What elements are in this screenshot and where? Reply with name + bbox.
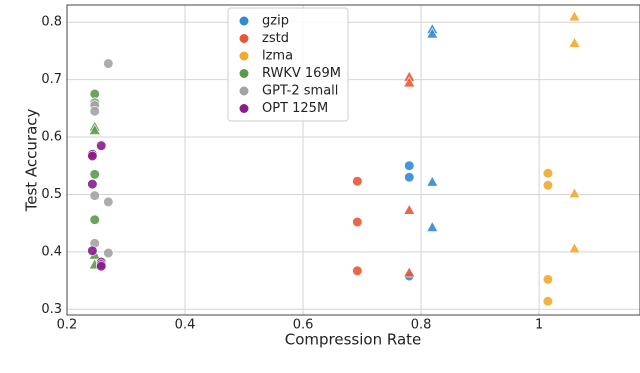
x-tick-label: 0.4	[175, 318, 196, 333]
y-tick-label: 0.5	[41, 187, 62, 202]
legend-swatch	[238, 33, 250, 44]
circle-point	[96, 261, 107, 272]
legend-swatch	[238, 50, 250, 62]
circle-point	[89, 169, 100, 180]
circle-point	[542, 168, 554, 179]
y-tick-label: 0.8	[41, 15, 62, 30]
triangle-point	[568, 10, 581, 22]
y-tick-label: 0.3	[41, 302, 62, 317]
triangle-point	[403, 266, 416, 278]
triangle-point	[568, 187, 581, 198]
circle-point	[352, 216, 363, 228]
x-tick-label: 0.6	[293, 318, 314, 333]
plot-frame	[66, 4, 640, 316]
legend-label: gzip	[262, 14, 289, 29]
triangle-point	[568, 242, 581, 254]
legend-swatch	[238, 68, 250, 79]
legend-label: RWKV 169M	[262, 66, 341, 81]
legend-box	[227, 7, 349, 122]
circle-point	[103, 196, 114, 208]
triangle-point	[403, 203, 416, 215]
circle-point	[404, 160, 415, 171]
circle-point	[103, 58, 114, 69]
x-tick-label: 0.8	[411, 318, 432, 333]
y-axis-label: Test Accuracy	[23, 108, 41, 212]
x-tick-label: 0.2	[57, 318, 78, 333]
y-tick-label: 0.4	[41, 244, 62, 259]
circle-point	[404, 172, 415, 183]
circle-point	[103, 247, 114, 259]
circle-point	[96, 140, 107, 151]
circle-point	[352, 176, 363, 187]
circle-point	[542, 180, 554, 191]
triangle-point	[426, 175, 439, 187]
legend-swatch	[238, 85, 250, 97]
legend-label: zstd	[262, 31, 289, 46]
circle-point	[542, 274, 554, 285]
circle-point	[89, 190, 100, 201]
legend-label: lzma	[262, 49, 293, 64]
x-axis-label: Compression Rate	[285, 331, 422, 349]
y-tick-label: 0.7	[41, 72, 62, 87]
triangle-point	[568, 36, 581, 48]
triangle-point	[426, 221, 439, 232]
y-tick-label: 0.6	[41, 130, 62, 145]
circle-point	[87, 150, 98, 162]
circle-point	[542, 296, 554, 307]
legend-swatch	[238, 103, 250, 114]
circle-point	[89, 214, 100, 225]
circle-point	[352, 265, 363, 276]
legend-swatch	[238, 15, 250, 27]
legend-label: GPT-2 small	[262, 84, 338, 99]
legend-label: OPT 125M	[262, 101, 328, 116]
circle-point	[89, 106, 100, 117]
circle-point	[87, 179, 98, 190]
triangle-point	[88, 124, 101, 135]
triangle-point	[403, 76, 416, 88]
circle-point	[89, 88, 100, 100]
circle-point	[87, 245, 98, 256]
x-tick-label: 1	[535, 318, 543, 333]
triangle-point	[426, 27, 439, 39]
